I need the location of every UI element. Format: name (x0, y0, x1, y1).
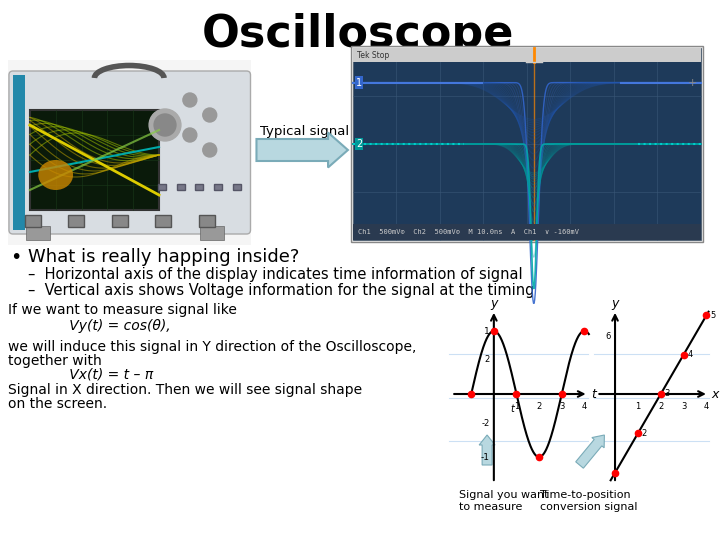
Text: 4: 4 (688, 350, 693, 359)
Text: 3: 3 (681, 402, 686, 411)
Text: 5: 5 (711, 310, 716, 320)
Text: on the screen.: on the screen. (8, 397, 107, 411)
Text: 4: 4 (704, 402, 709, 411)
Bar (199, 215, 215, 227)
Bar (8, 60, 251, 245)
Bar (176, 184, 184, 190)
Circle shape (203, 108, 217, 122)
Text: 1: 1 (356, 78, 362, 87)
Text: 2: 2 (642, 429, 647, 438)
Bar (353, 224, 701, 240)
Text: 6: 6 (606, 332, 611, 341)
Text: Signal you want
to measure: Signal you want to measure (459, 490, 549, 511)
Bar (353, 48, 701, 62)
Bar (353, 48, 701, 240)
Bar (200, 226, 224, 240)
Text: –  Horizontal axis of the display indicates time information of signal: – Horizontal axis of the display indicat… (28, 267, 523, 282)
Text: 2: 2 (658, 402, 663, 411)
Text: Signal in X direction. Then we will see signal shape: Signal in X direction. Then we will see … (8, 383, 362, 397)
Bar (30, 110, 159, 210)
FancyArrow shape (479, 435, 495, 465)
Text: What is really happing inside?: What is really happing inside? (28, 248, 300, 266)
Bar (351, 46, 703, 242)
Circle shape (154, 114, 176, 136)
Text: x: x (712, 388, 719, 401)
Text: y: y (490, 297, 498, 310)
Bar (195, 184, 203, 190)
Text: together with: together with (8, 354, 102, 368)
Text: y: y (611, 297, 618, 310)
Text: Ch1  500mV⊙  Ch2  500mV⊙  M 10.0ns  A  Ch1  ∨ -160mV: Ch1 500mV⊙ Ch2 500mV⊙ M 10.0ns A Ch1 ∨ -… (358, 229, 579, 235)
Text: Typical signal shape
from PMT: Typical signal shape from PMT (261, 125, 394, 153)
Text: t: t (510, 404, 514, 414)
Bar (233, 184, 240, 190)
Text: Tek Stop: Tek Stop (357, 51, 389, 59)
Text: we will induce this signal in Y direction of the Oscilloscope,: we will induce this signal in Y directio… (8, 340, 416, 354)
Text: 1: 1 (514, 402, 519, 411)
Text: 2: 2 (536, 402, 541, 411)
Text: -2: -2 (482, 418, 490, 428)
Text: +: + (688, 78, 698, 87)
Text: –  Vertical axis shows Voltage information for the signal at the timing: – Vertical axis shows Voltage informatio… (28, 283, 534, 298)
Text: 2: 2 (356, 139, 362, 149)
Text: 2: 2 (485, 355, 490, 364)
Bar (26, 226, 50, 240)
Circle shape (203, 143, 217, 157)
Text: 3: 3 (559, 402, 564, 411)
Polygon shape (256, 132, 348, 167)
Text: 1: 1 (484, 327, 490, 335)
Bar (156, 215, 171, 227)
Circle shape (183, 93, 197, 107)
Bar (13, 75, 25, 230)
Bar (112, 215, 127, 227)
Text: -1: -1 (481, 453, 490, 462)
Bar (68, 215, 84, 227)
Bar (593, 308, 711, 487)
FancyArrow shape (576, 435, 604, 468)
Text: Time-to-position
conversion signal: Time-to-position conversion signal (540, 490, 637, 511)
Text: Oscilloscope: Oscilloscope (202, 13, 514, 56)
Text: t: t (591, 388, 596, 401)
Text: Vy(t) = cos(θ),: Vy(t) = cos(θ), (8, 319, 171, 333)
Bar (25, 215, 41, 227)
Text: 3: 3 (665, 389, 670, 399)
FancyBboxPatch shape (9, 71, 251, 234)
Text: •: • (10, 248, 22, 267)
Ellipse shape (38, 160, 73, 190)
Circle shape (149, 109, 181, 141)
Text: 4: 4 (582, 402, 587, 411)
Bar (214, 184, 222, 190)
Text: If we want to measure signal like: If we want to measure signal like (8, 303, 237, 317)
Circle shape (183, 128, 197, 142)
Bar (158, 184, 166, 190)
Text: Vx(t) = t – π: Vx(t) = t – π (8, 368, 153, 382)
Bar (447, 308, 590, 487)
Text: 1: 1 (635, 402, 641, 411)
